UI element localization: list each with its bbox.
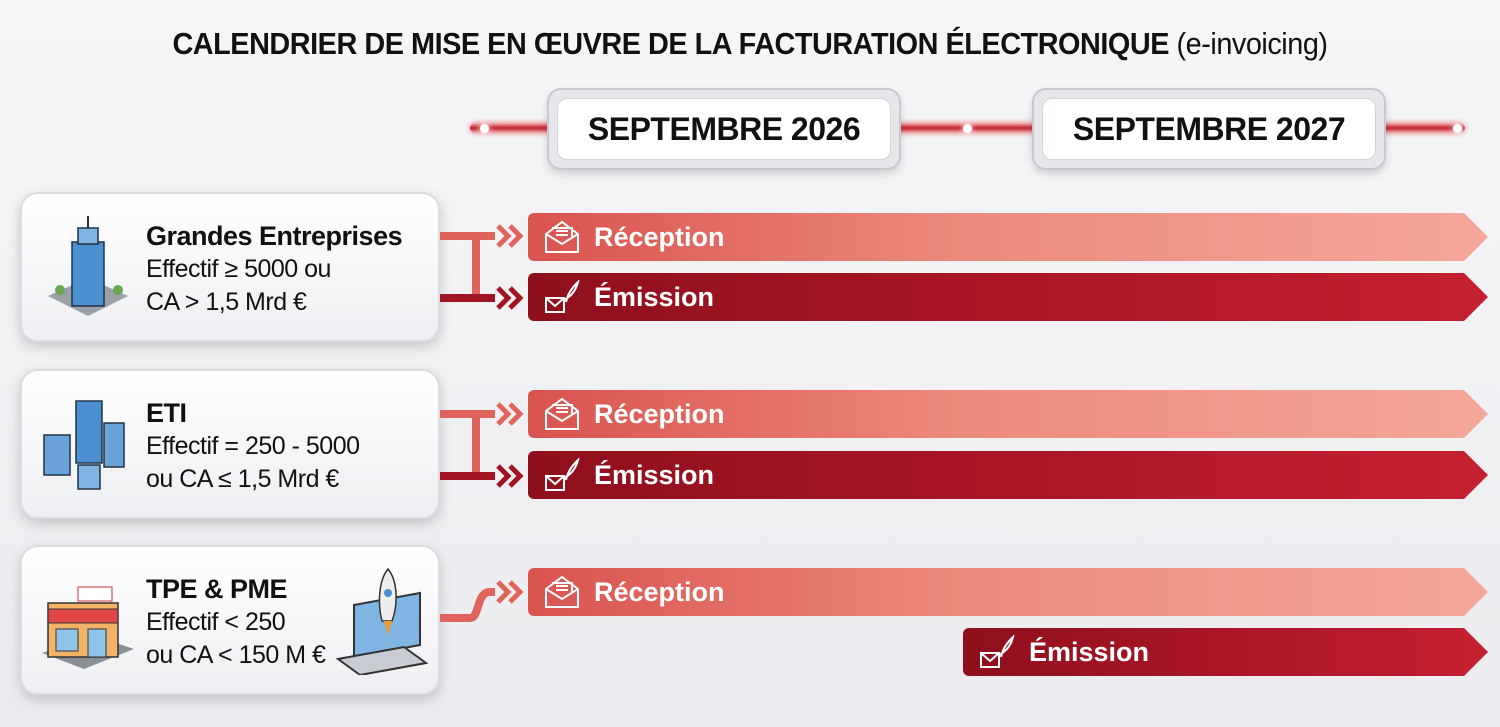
- bar-label: Réception: [594, 398, 725, 429]
- emission-bar: Émission: [963, 628, 1488, 676]
- connector-arrows: [440, 402, 524, 488]
- title-sub: (e-invoicing): [1176, 26, 1328, 61]
- date-label: SEPTEMBRE 2026: [557, 98, 891, 160]
- connector-arrows: [440, 224, 524, 310]
- buildings-icon: [43, 400, 125, 490]
- timeline-dot: [480, 124, 489, 133]
- timeline-dot: [1453, 124, 1462, 133]
- bar-label: Émission: [594, 281, 715, 312]
- laptop-rocket-icon: [335, 567, 429, 675]
- envelope-icon: [544, 397, 580, 431]
- group-criteria: ou CA ≤ 1,5 Mrd €: [146, 465, 339, 493]
- group-name: ETI: [146, 398, 187, 428]
- emission-bar: Émission: [528, 273, 1488, 321]
- group-criteria: Effectif < 250: [146, 608, 286, 636]
- timeline-dot: [963, 124, 972, 133]
- shop-icon: [42, 586, 134, 669]
- title-main: CALENDRIER DE MISE EN ŒUVRE DE LA FACTUR…: [172, 26, 1169, 61]
- date-label: SEPTEMBRE 2027: [1042, 98, 1376, 160]
- group-criteria: CA > 1,5 Mrd €: [146, 288, 307, 316]
- rocket-envelope-icon: [544, 458, 580, 492]
- group-card-eti: ETI Effectif = 250 - 5000 ou CA ≤ 1,5 Mrd …: [20, 369, 440, 519]
- group-criteria: Effectif ≥ 5000 ou: [146, 255, 331, 283]
- envelope-icon: [544, 575, 580, 609]
- bar-label: Réception: [594, 576, 725, 607]
- bar-label: Réception: [594, 221, 725, 252]
- group-name: Grandes Entreprises: [146, 221, 403, 251]
- reception-bar: Réception: [528, 390, 1488, 438]
- skyscraper-icon: [48, 216, 128, 316]
- emission-bar: Émission: [528, 451, 1488, 499]
- group-name: TPE & PME: [146, 574, 288, 604]
- connector-arrow: [440, 580, 524, 622]
- page-title: CALENDRIER DE MISE EN ŒUVRE DE LA FACTUR…: [53, 26, 1448, 62]
- group-card-grandes-entreprises: Grandes Entreprises Effectif ≥ 5000 ou CA …: [20, 192, 440, 342]
- reception-bar: Réception: [528, 213, 1488, 261]
- envelope-icon: [544, 220, 580, 254]
- date-box-2026: SEPTEMBRE 2026: [547, 88, 901, 170]
- reception-bar: Réception: [528, 568, 1488, 616]
- group-criteria: Effectif = 250 - 5000: [146, 432, 360, 460]
- bar-label: Émission: [1029, 636, 1150, 667]
- group-criteria: ou CA < 150 M €: [146, 641, 326, 669]
- bar-label: Émission: [594, 459, 715, 490]
- date-box-2027: SEPTEMBRE 2027: [1032, 88, 1386, 170]
- rocket-envelope-icon: [979, 635, 1015, 669]
- group-card-tpe-pme: TPE & PME Effectif < 250 ou CA < 150 M €: [20, 545, 440, 695]
- rocket-envelope-icon: [544, 280, 580, 314]
